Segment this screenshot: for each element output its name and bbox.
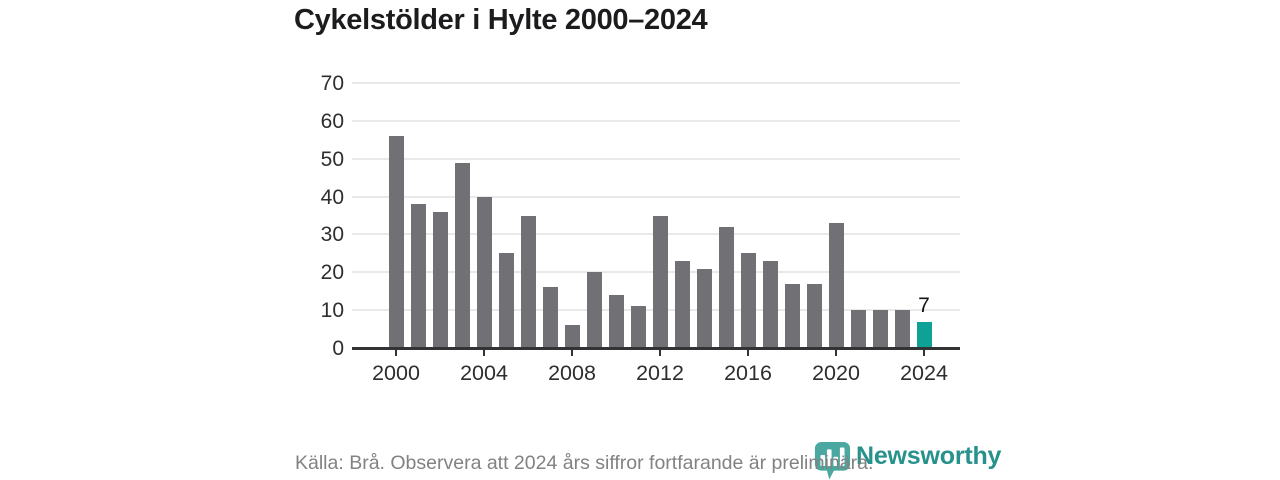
bar-2005 [498,253,514,348]
bar-chart-plot-area: 0 10 20 30 40 50 60 70 2000 2004 2008 2012 2016 2020 2… [321,73,960,385]
bar-2009 [586,272,602,348]
y-tick-label: 0 [332,337,344,360]
bar-2015 [718,226,734,348]
x-tick [923,349,925,356]
source-note: Källa: Brå. Observera att 2024 års siffr… [295,452,874,474]
bar-2019 [806,283,822,348]
x-tick-label: 2008 [548,361,596,385]
y-tick-label: 20 [320,261,344,285]
y-tick-label: 50 [320,147,344,171]
x-tick-label: 2012 [636,361,684,385]
x-tick [747,349,749,356]
bar-2001 [410,204,426,348]
x-tick [659,349,661,356]
x-tick-label: 2004 [460,361,508,385]
newsworthy-logo[interactable]: Newsworthy [814,441,1001,480]
bar-2007 [542,287,558,348]
y-tick-label: 10 [320,299,344,323]
bar-2017 [762,260,778,348]
newsworthy-pin-barchart-icon [814,442,851,480]
gridline [352,157,960,160]
chart-title: Cykelstölder i Hylte 2000–2024 [294,4,708,36]
bar-2004 [476,196,492,348]
bar-2008 [564,325,580,348]
bar-2003 [454,162,470,348]
x-tick-label: 2020 [812,361,860,385]
bar-2020 [828,223,844,348]
highlight-value-label: 7 [918,293,930,317]
x-tick [483,349,485,356]
bar-2013 [674,260,690,348]
x-tick-label: 2016 [724,361,772,385]
bar-2022 [872,310,888,348]
bar-2012 [652,215,668,348]
x-tick-label: 2024 [900,361,948,385]
bar-2011 [630,306,646,348]
y-tick-label: 40 [320,185,344,209]
bar-2000 [388,136,404,348]
x-tick [571,349,573,356]
bar-2010 [608,295,624,348]
newsworthy-wordmark: Newsworthy [856,442,1002,470]
y-tick-label: 60 [320,109,344,133]
bar-2018 [784,283,800,348]
x-tick-label: 2000 [372,361,420,385]
y-tick-label: 70 [320,72,344,95]
gridline [352,119,960,122]
gridline [352,195,960,198]
gridline [352,82,960,84]
bar-2016 [740,253,756,348]
bar-2021 [850,310,866,348]
y-tick-label: 30 [320,223,344,247]
x-tick [835,349,837,356]
bar-2014 [696,268,712,348]
x-tick [395,349,397,356]
bar-2024 [916,321,932,348]
bar-2006 [520,215,536,348]
bar-2023 [894,310,910,348]
x-axis-line [352,347,960,350]
bar-2002 [432,211,448,348]
